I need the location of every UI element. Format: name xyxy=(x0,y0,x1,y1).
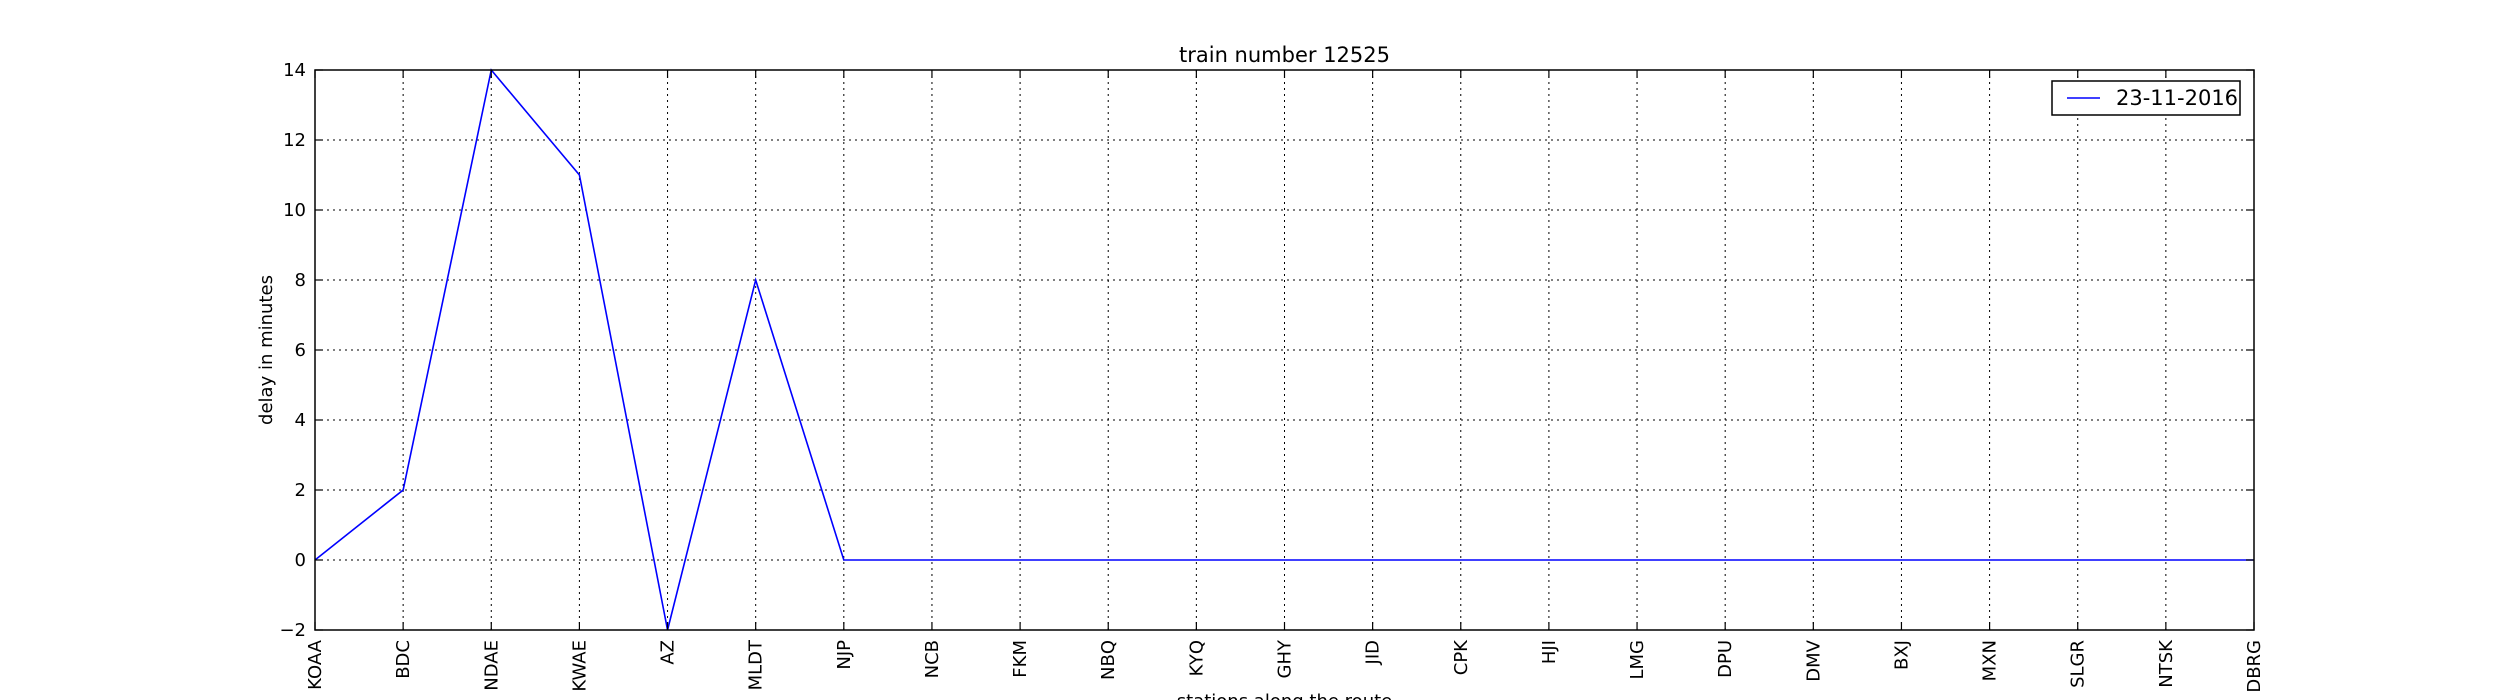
grid xyxy=(314,69,2255,631)
y-tick-label: 12 xyxy=(283,130,306,151)
x-tick-label: DPU xyxy=(1715,640,1736,678)
x-tick-label: SLGR xyxy=(2068,640,2089,688)
x-tick-label: FKM xyxy=(1010,640,1031,678)
y-tick-label: 0 xyxy=(295,550,306,571)
ticks xyxy=(314,69,2255,631)
x-tick-labels: KOAA BDC NDAE KWAE AZ MLDT NJP NCB FKM NBQ KYQ GHY J… xyxy=(305,639,2265,693)
x-tick-label: HJI xyxy=(1539,640,1560,664)
x-tick-label: MXN xyxy=(1980,640,2001,681)
x-tick-label: NJP xyxy=(834,640,855,670)
x-tick-label: JID xyxy=(1363,640,1384,665)
y-tick-label: 14 xyxy=(283,60,306,81)
legend-label: 23-11-2016 xyxy=(2116,86,2238,110)
chart-title: train number 12525 xyxy=(1179,43,1390,67)
x-tick-label: NBQ xyxy=(1098,640,1119,680)
series-layer xyxy=(314,68,2254,631)
x-tick-label: BXJ xyxy=(1891,640,1912,670)
x-tick-label: AZ xyxy=(658,640,679,665)
y-tick-label: 10 xyxy=(283,200,306,221)
y-tick-label: −2 xyxy=(279,620,306,641)
x-tick-label: KWAE xyxy=(569,640,590,692)
x-tick-label: GHY xyxy=(1275,639,1296,678)
x-tick-label: MLDT xyxy=(746,639,767,690)
x-tick-label: CPK xyxy=(1451,639,1472,675)
y-axis-label: delay in minutes xyxy=(256,275,277,425)
y-tick-label: 2 xyxy=(295,480,306,501)
y-tick-label: 4 xyxy=(295,410,306,431)
x-tick-label: KOAA xyxy=(305,639,326,689)
y-tick-label: 6 xyxy=(295,340,306,361)
y-tick-labels: −2 0 2 4 6 8 10 12 14 xyxy=(279,60,306,641)
series-line xyxy=(314,68,2254,631)
x-tick-label: BDC xyxy=(393,640,414,679)
x-tick-label: NTSK xyxy=(2156,639,2177,688)
x-tick-label: NCB xyxy=(922,640,943,678)
x-tick-label: DBRG xyxy=(2244,640,2265,693)
x-tick-label: NDAE xyxy=(481,640,502,691)
x-axis-label: stations along the route xyxy=(1177,691,1392,700)
x-tick-label: LMG xyxy=(1627,640,1648,680)
x-tick-label: KYQ xyxy=(1186,640,1207,676)
x-tick-label: DMV xyxy=(1803,639,1824,681)
legend: 23-11-2016 xyxy=(2051,80,2241,116)
y-tick-label: 8 xyxy=(295,270,306,291)
